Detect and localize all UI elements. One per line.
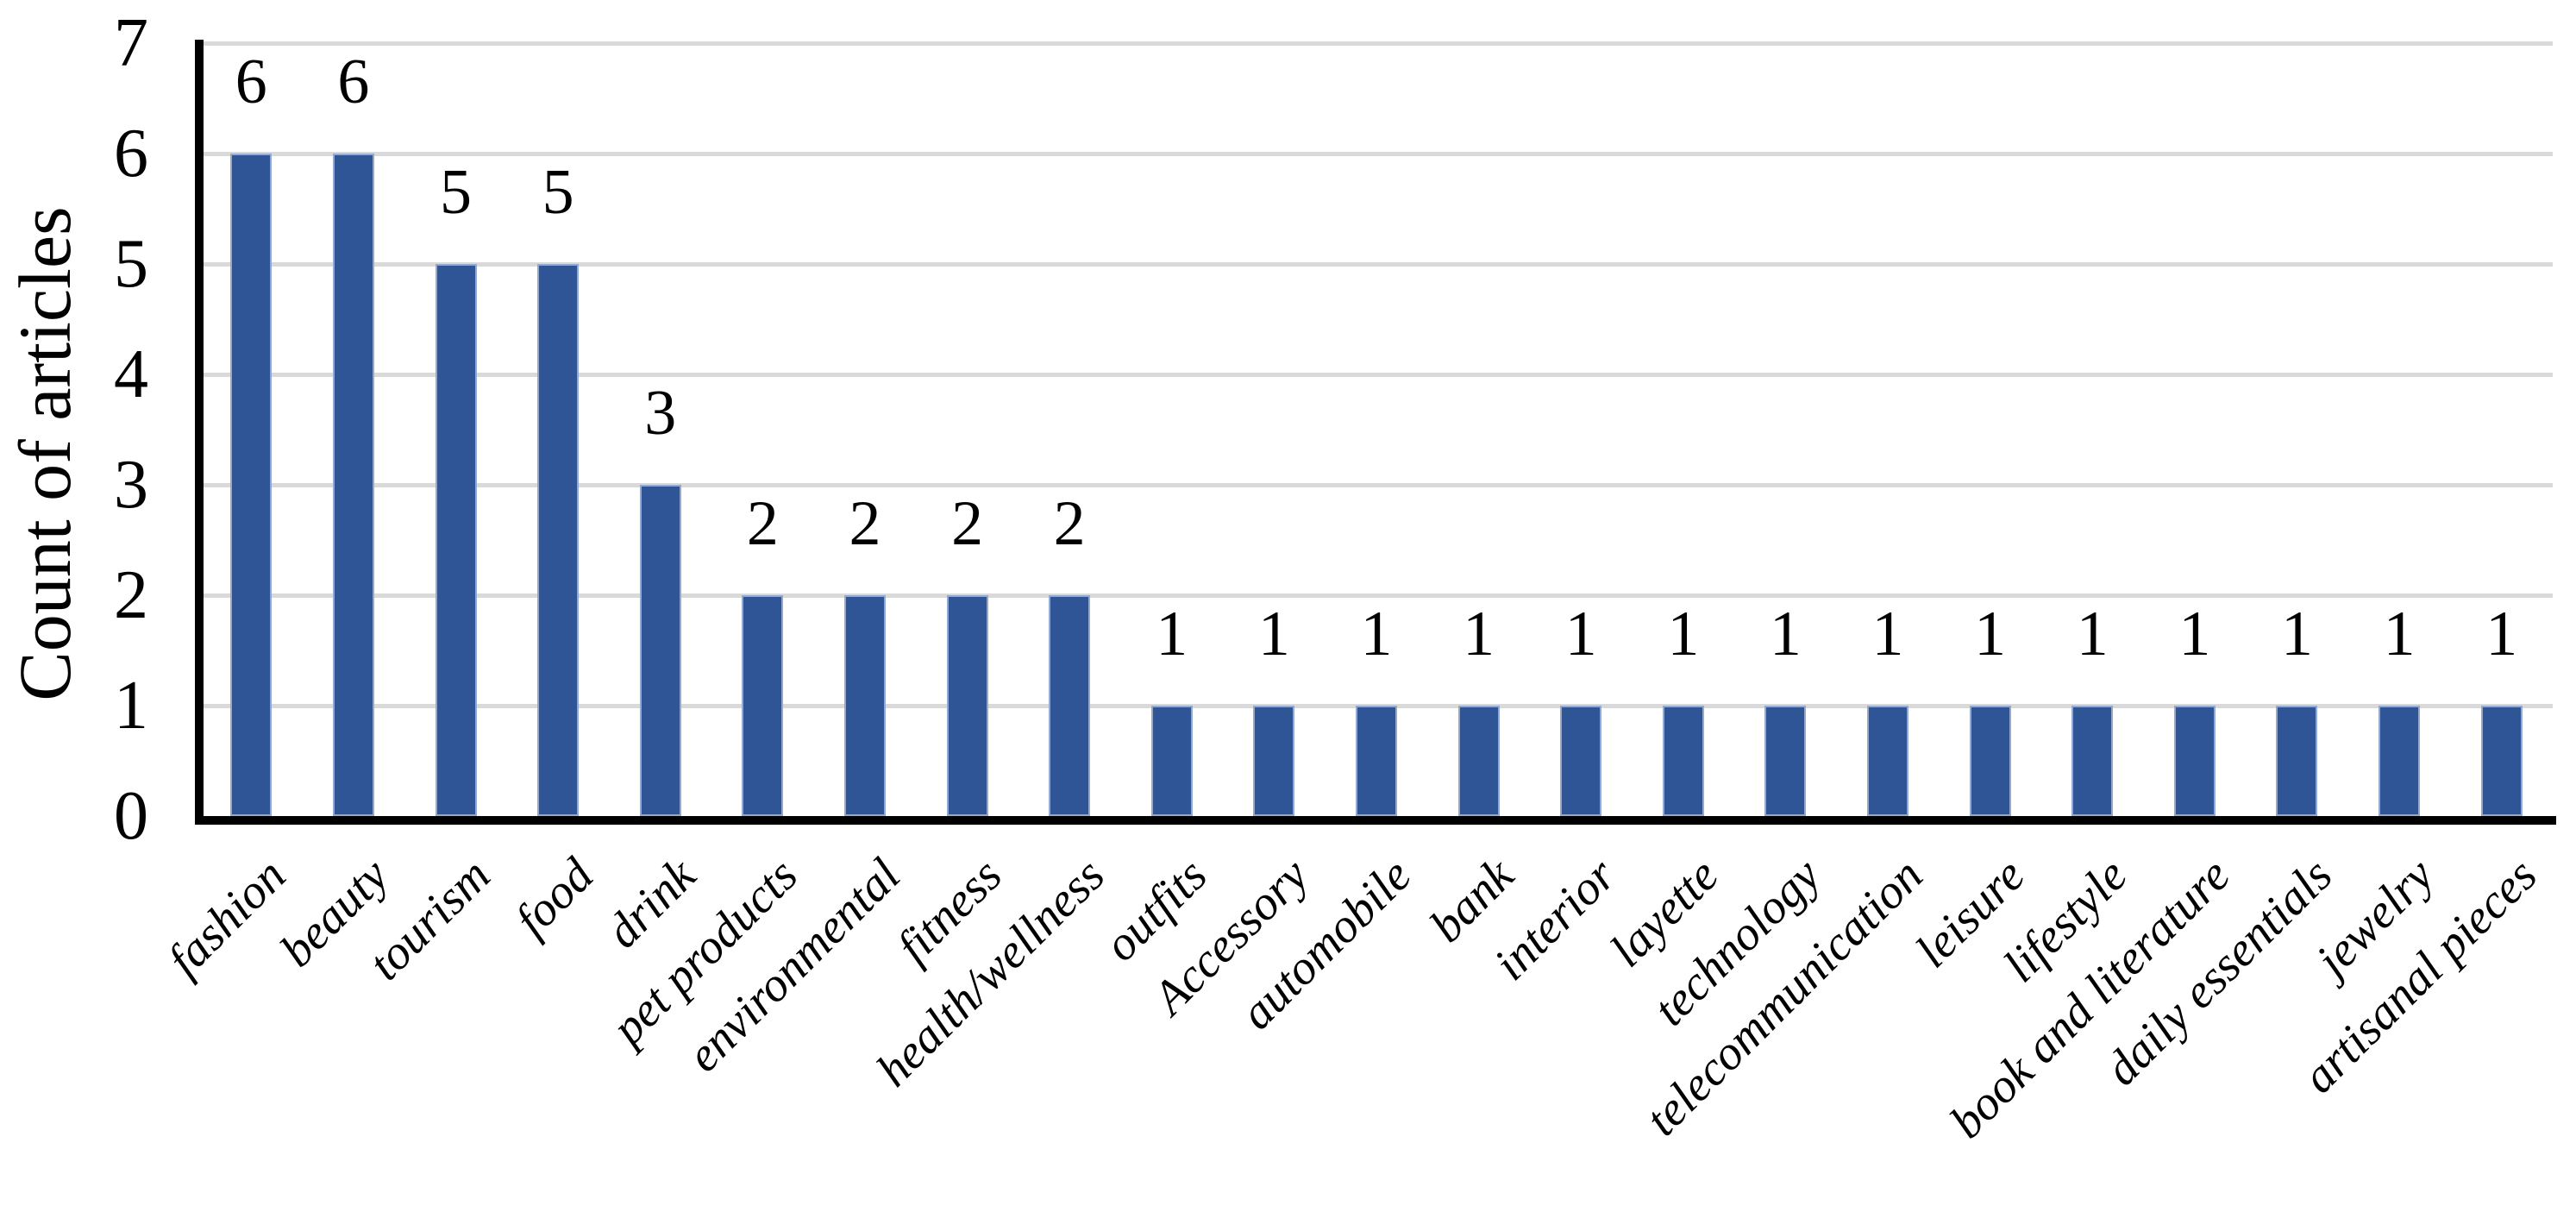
bar-value-label: 1	[1463, 599, 1495, 669]
bar-value-label: 1	[2485, 599, 2518, 669]
bar-value-label: 1	[1974, 599, 2007, 669]
bar	[2071, 706, 2114, 816]
bar	[2480, 706, 2523, 816]
gridline	[200, 262, 2553, 267]
gridline	[200, 152, 2553, 156]
bar	[946, 595, 988, 816]
bar-value-label: 1	[1769, 599, 1802, 669]
bar	[1150, 706, 1193, 816]
bar	[1457, 706, 1500, 816]
bar	[332, 154, 374, 816]
bar-value-label: 5	[440, 157, 473, 228]
gridline	[200, 483, 2553, 487]
gridline	[200, 41, 2553, 46]
bar-value-label: 6	[235, 47, 267, 117]
bar	[537, 264, 580, 816]
bar-value-label: 1	[1667, 599, 1700, 669]
bar	[1867, 706, 1909, 816]
bar	[1560, 706, 1602, 816]
x-axis-line	[195, 816, 2556, 825]
y-tick-label: 6	[114, 116, 148, 192]
y-tick-label: 1	[114, 668, 148, 744]
bar-value-label: 1	[1156, 599, 1188, 669]
bar-value-label: 1	[1257, 599, 1290, 669]
bar	[1969, 706, 2011, 816]
gridline	[200, 373, 2553, 377]
y-tick-label: 3	[114, 447, 148, 523]
bar-value-label: 2	[951, 488, 984, 559]
bar	[639, 485, 681, 816]
bar	[1049, 595, 1091, 816]
y-tick-label: 2	[114, 557, 148, 633]
bar-value-label: 5	[542, 157, 574, 228]
bar	[2379, 706, 2421, 816]
bar	[1764, 706, 1807, 816]
bar	[843, 595, 886, 816]
bar-value-label: 2	[849, 488, 881, 559]
bar-value-label: 2	[746, 488, 779, 559]
y-tick-label: 0	[114, 778, 148, 854]
x-tick-label: fashion	[158, 848, 297, 988]
bar-value-label: 1	[2076, 599, 2109, 669]
gridline	[200, 593, 2553, 598]
x-tick-label: food	[505, 848, 604, 947]
y-axis-line	[195, 40, 204, 825]
bar-value-label: 1	[2280, 599, 2313, 669]
bar-value-label: 6	[337, 47, 370, 117]
bar	[1662, 706, 1704, 816]
bar-value-label: 1	[2383, 599, 2416, 669]
bar-value-label: 1	[1564, 599, 1597, 669]
y-tick-label: 4	[114, 336, 148, 412]
bar	[1253, 706, 1295, 816]
bar-value-label: 3	[644, 378, 677, 449]
bar-value-label: 1	[2178, 599, 2211, 669]
bar	[1356, 706, 1397, 816]
y-tick-label: 7	[114, 5, 148, 81]
bar	[435, 264, 477, 816]
bar	[742, 595, 784, 816]
bar-value-label: 2	[1053, 488, 1086, 559]
bar	[230, 154, 273, 816]
bar	[2276, 706, 2318, 816]
bar-value-label: 1	[1871, 599, 1904, 669]
y-tick-label: 5	[114, 226, 148, 302]
bar	[2173, 706, 2216, 816]
bar-value-label: 1	[1360, 599, 1393, 669]
